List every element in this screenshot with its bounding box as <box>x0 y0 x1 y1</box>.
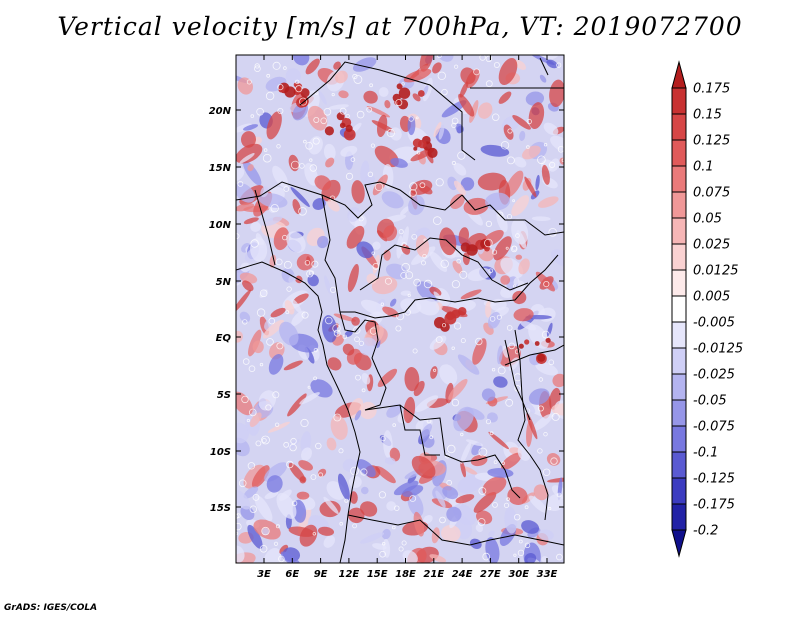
colorbar-label: 0.0125 <box>693 264 739 279</box>
lat-label: EQ <box>216 333 232 344</box>
colorbar-swatch <box>671 269 687 297</box>
colorbar-swatch <box>671 295 687 323</box>
lon-label: 3E <box>257 569 271 580</box>
credit-text: GrADS: IGES/COLA <box>4 603 98 613</box>
lat-label: 5N <box>216 277 232 288</box>
lon-label: 12E <box>339 569 360 580</box>
lat-label: 15N <box>209 163 232 174</box>
colorbar-swatch <box>671 451 687 479</box>
lon-label: 21E <box>423 569 444 580</box>
colorbar-label: -0.005 <box>693 316 735 331</box>
colorbar-label: -0.025 <box>693 368 735 383</box>
colorbar-label: 0.1 <box>693 160 714 175</box>
colorbar-arrow-bottom <box>671 529 687 558</box>
colorbar-arrow-top <box>671 60 687 89</box>
colorbar-label: -0.05 <box>693 394 727 409</box>
colorbar-swatch <box>671 425 687 453</box>
colorbar-swatch <box>671 477 687 505</box>
lon-label: 30E <box>508 569 529 580</box>
colorbar-label: 0.05 <box>693 212 722 227</box>
colorbar-label: -0.125 <box>693 472 735 487</box>
lat-label: 10N <box>209 220 232 231</box>
colorbar-swatch <box>671 87 687 115</box>
colorbar-swatch <box>671 217 687 245</box>
colorbar-label: -0.175 <box>693 498 735 513</box>
colorbar-label: 0.025 <box>693 238 730 253</box>
latitude-labels: 20N 15N 10N 5N EQ 5S 10S 15S <box>209 106 232 514</box>
colorbar-swatch <box>671 243 687 271</box>
lon-label: 18E <box>395 569 416 580</box>
lon-label: 9E <box>314 569 328 580</box>
colorbar-swatch <box>671 113 687 141</box>
colorbar-swatch <box>671 165 687 193</box>
colorbar-label: -0.075 <box>693 420 735 435</box>
lon-label: 24E <box>452 569 473 580</box>
colorbar-label: 0.125 <box>693 134 730 149</box>
colorbar-swatch <box>671 373 687 401</box>
colorbar-swatch <box>671 321 687 349</box>
country-borders <box>236 57 564 563</box>
map-title: Vertical velocity [m/s] at 700hPa, VT: 2… <box>57 12 743 41</box>
colorbar-label: -0.2 <box>693 524 718 539</box>
lat-label: 20N <box>209 106 232 117</box>
colorbar-swatch <box>671 347 687 375</box>
colorbar-label: 0.005 <box>693 290 730 305</box>
colorbar-swatch <box>671 399 687 427</box>
lon-label: 15E <box>367 569 388 580</box>
longitude-labels: 3E 6E 9E 12E 15E 18E 21E 24E 27E 30E 33E <box>257 569 557 580</box>
colorbar-swatch <box>671 191 687 219</box>
colorbar-swatch <box>671 139 687 167</box>
lat-label: 15S <box>210 503 231 514</box>
lon-label: 6E <box>285 569 299 580</box>
colorbar-label: -0.0125 <box>693 342 743 357</box>
lon-label: 27E <box>480 569 501 580</box>
colorbar-label: 0.175 <box>693 82 730 97</box>
lat-label: 5S <box>217 390 231 401</box>
colorbar-swatch <box>671 503 687 531</box>
colorbar-label: -0.1 <box>693 446 718 461</box>
field-patches <box>236 55 564 563</box>
colorbar-label: 0.15 <box>693 108 722 123</box>
map-frame <box>235 54 565 564</box>
velocity-field <box>236 55 564 563</box>
colorbar: 0.175 0.15 0.125 0.1 0.075 0.05 0.025 0.0125 0.0… <box>671 60 743 558</box>
lon-label: 33E <box>537 569 558 580</box>
colorbar-label: 0.075 <box>693 186 730 201</box>
lat-label: 10S <box>210 447 231 458</box>
